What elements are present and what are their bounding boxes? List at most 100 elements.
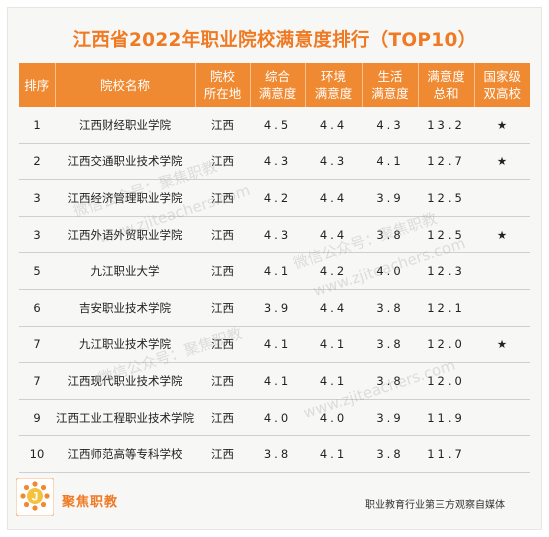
total-satisfaction-cell: 12.3 — [418, 252, 474, 290]
school-name-cell: 九江职业大学 — [55, 252, 195, 290]
table-row: 6 吉安职业技术学院 江西 3.9 4.4 3.8 12.1 — [19, 289, 530, 327]
overall-satisfaction-cell: 4.1 — [250, 362, 305, 400]
environment-satisfaction-cell: 4.0 — [305, 399, 362, 437]
column-header: 院校名称 — [55, 63, 196, 107]
total-satisfaction-cell: 12.0 — [418, 326, 474, 364]
double-high-star-icon — [474, 435, 530, 473]
column-header-label: 双高校 — [483, 86, 521, 101]
page-title: 江西省2022年职业院校满意度排行（TOP10） — [72, 30, 477, 51]
table-row: 7 江西现代职业技术学院 江西 4.1 4.1 3.8 12.0 — [19, 362, 530, 400]
column-header-label: 院校名称 — [99, 77, 150, 93]
school-name-cell: 江西财经职业学院 — [55, 107, 195, 144]
rank-cell: 3 — [19, 216, 55, 254]
total-satisfaction-cell: 13.2 — [418, 107, 474, 144]
location-cell: 江西 — [195, 399, 250, 437]
column-header-label: 总和 — [433, 86, 459, 101]
rank-cell: 9 — [19, 399, 55, 437]
life-satisfaction-cell: 3.8 — [362, 289, 418, 327]
overall-satisfaction-cell: 4.2 — [250, 179, 305, 217]
environment-satisfaction-cell: 4.3 — [305, 143, 362, 181]
school-name-cell: 江西现代职业技术学院 — [55, 362, 195, 400]
column-header-label: 所在地 — [203, 86, 242, 101]
environment-satisfaction-cell: 4.4 — [305, 216, 362, 254]
overall-satisfaction-cell: 4.3 — [250, 143, 305, 181]
double-high-star-icon — [474, 362, 530, 400]
table-row: 9 江西工业工程职业技术学院 江西 4.0 4.0 3.9 11.9 — [19, 399, 530, 437]
table-row: 10 江西师范高等专科学校 江西 3.8 4.1 3.8 11.7 — [19, 435, 530, 473]
school-name-cell: 九江职业技术学院 — [55, 326, 195, 364]
table-row: 2 江西交通职业技术学院 江西 4.3 4.3 4.1 12.7 ★ — [19, 143, 530, 181]
total-satisfaction-cell: 12.7 — [418, 143, 474, 181]
location-cell: 江西 — [195, 289, 250, 327]
life-satisfaction-cell: 4.1 — [362, 143, 418, 181]
overall-satisfaction-cell: 3.9 — [250, 289, 305, 327]
column-header-label: 满意度 — [314, 86, 353, 101]
column-header-label: 院校 — [209, 69, 235, 84]
overall-satisfaction-cell: 4.1 — [250, 326, 305, 364]
school-name-cell: 江西外语外贸职业学院 — [55, 216, 195, 254]
location-cell: 江西 — [195, 362, 250, 400]
column-header-label: 综合 — [264, 69, 290, 84]
life-satisfaction-cell: 3.9 — [362, 179, 418, 217]
double-high-star-icon — [474, 289, 530, 327]
environment-satisfaction-cell: 4.4 — [305, 107, 362, 144]
environment-satisfaction-cell: 4.2 — [305, 252, 362, 290]
table-row: 5 九江职业大学 江西 4.1 4.2 4.0 12.3 — [19, 252, 530, 290]
environment-satisfaction-cell: 4.4 — [305, 289, 362, 327]
total-satisfaction-cell: 12.5 — [418, 179, 474, 217]
column-header-label: 排序 — [24, 77, 50, 93]
location-cell: 江西 — [195, 435, 250, 473]
brand-logo-icon: J — [16, 478, 54, 516]
total-satisfaction-cell: 12.1 — [418, 289, 474, 327]
table-row: 1 江西财经职业学院 江西 4.5 4.4 4.3 13.2 ★ — [19, 107, 530, 144]
table-row: 7 九江职业技术学院 江西 4.1 4.1 3.8 12.0 ★ — [19, 326, 530, 364]
double-high-star-icon — [474, 399, 530, 437]
school-name-cell: 江西工业工程职业技术学院 — [55, 399, 195, 437]
overall-satisfaction-cell: 4.0 — [250, 399, 305, 437]
life-satisfaction-cell: 4.3 — [362, 107, 418, 144]
life-satisfaction-cell: 3.8 — [362, 326, 418, 364]
life-satisfaction-cell: 3.9 — [362, 399, 418, 437]
column-header-label: 满意度 — [371, 86, 409, 101]
location-cell: 江西 — [195, 216, 250, 254]
footer-brand: 聚焦职教 — [62, 495, 119, 510]
double-high-star-icon: ★ — [474, 143, 530, 181]
double-high-star-icon: ★ — [474, 216, 530, 254]
rank-cell: 7 — [19, 362, 55, 400]
column-header: 生活 满意度 — [362, 63, 419, 107]
environment-satisfaction-cell: 4.1 — [305, 326, 362, 364]
double-high-star-icon — [474, 252, 530, 290]
table-header-row: 排序 院校名称 院校 所在地 综合 满意度 环境 满意度 生活 满意度 满意度 总和 国家级 双高校 — [19, 63, 530, 107]
location-cell: 江西 — [195, 179, 250, 217]
column-header: 满意度 总和 — [418, 63, 475, 107]
footer-tagline: 职业教育行业第三方观察自媒体 — [365, 500, 505, 511]
total-satisfaction-cell: 12.5 — [418, 216, 474, 254]
overall-satisfaction-cell: 4.3 — [250, 216, 305, 254]
column-header-label: 满意度 — [258, 86, 297, 101]
total-satisfaction-cell: 11.9 — [418, 399, 474, 437]
rank-cell: 6 — [19, 289, 55, 327]
table-row: 3 江西经济管理职业学院 江西 4.2 4.4 3.9 12.5 — [19, 179, 530, 217]
overall-satisfaction-cell: 4.5 — [250, 107, 305, 144]
overall-satisfaction-cell: 3.8 — [250, 435, 305, 473]
column-header-label: 环境 — [320, 69, 346, 84]
environment-satisfaction-cell: 4.4 — [305, 179, 362, 217]
table-body: 1 江西财经职业学院 江西 4.5 4.4 4.3 13.2 ★ 2 江西交通职业技术学院 江西 4.… — [19, 107, 530, 473]
column-header: 环境 满意度 — [305, 63, 363, 107]
rank-cell: 1 — [19, 107, 55, 144]
school-name-cell: 江西师范高等专科学校 — [55, 435, 195, 473]
rank-cell: 10 — [19, 435, 55, 473]
location-cell: 江西 — [195, 326, 250, 364]
environment-satisfaction-cell: 4.1 — [305, 435, 362, 473]
column-header-label: 满意度 — [427, 69, 465, 84]
column-header: 排序 — [19, 63, 56, 107]
logo-letter: J — [32, 490, 39, 504]
life-satisfaction-cell: 3.8 — [362, 435, 418, 473]
life-satisfaction-cell: 4.0 — [362, 252, 418, 290]
rank-cell: 7 — [19, 326, 55, 364]
table-row: 3 江西外语外贸职业学院 江西 4.3 4.4 3.8 12.5 ★ — [19, 216, 530, 254]
location-cell: 江西 — [195, 143, 250, 181]
location-cell: 江西 — [195, 107, 250, 144]
school-name-cell: 江西交通职业技术学院 — [55, 143, 195, 181]
